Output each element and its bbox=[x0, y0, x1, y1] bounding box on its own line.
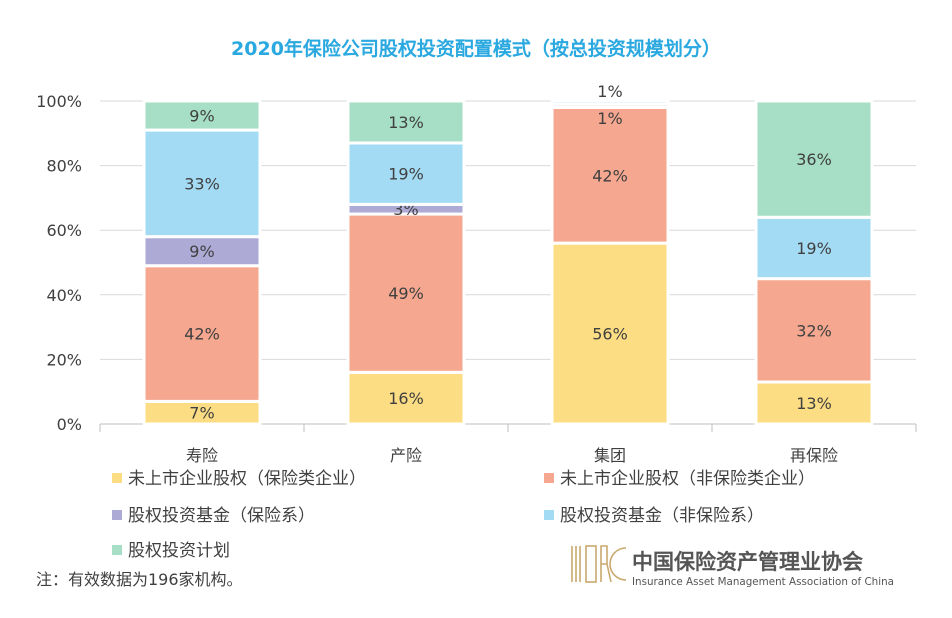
y-tick-label: 80% bbox=[46, 157, 82, 176]
data-label: 33% bbox=[184, 174, 220, 193]
bar-segment bbox=[142, 128, 262, 239]
association-name-cn: 中国保险资产管理业协会 bbox=[632, 550, 863, 574]
bar-segment bbox=[754, 215, 874, 281]
data-label: 36% bbox=[796, 150, 832, 169]
data-label: 9% bbox=[189, 242, 214, 261]
category-label: 再保险 bbox=[790, 446, 838, 465]
legend-swatch bbox=[112, 545, 122, 555]
y-tick-label: 40% bbox=[46, 286, 82, 305]
bar-segment bbox=[550, 99, 670, 106]
category-label: 寿险 bbox=[186, 446, 218, 465]
legend-swatch bbox=[112, 473, 122, 483]
legend-label: 未上市企业股权（非保险类企业） bbox=[560, 469, 815, 489]
legend-swatch bbox=[112, 510, 122, 520]
bar-segment bbox=[142, 235, 262, 268]
legend-swatch bbox=[544, 510, 554, 520]
bar-segment bbox=[346, 141, 466, 206]
bar-segment bbox=[754, 277, 874, 384]
legend-label: 未上市企业股权（保险类企业） bbox=[128, 469, 366, 489]
y-tick-label: 0% bbox=[57, 415, 82, 434]
association-name-en: Insurance Asset Management Association o… bbox=[632, 576, 894, 588]
association-emblem-icon bbox=[571, 545, 627, 583]
y-tick-label: 20% bbox=[46, 350, 82, 369]
category-label: 产险 bbox=[390, 446, 422, 465]
association-logo: 中国保险资产管理业协会 Insurance Asset Management A… bbox=[571, 545, 894, 588]
legend: 未上市企业股权（保险类企业） 未上市企业股权（非保险类企业） 股权投资基金（保险系）… bbox=[112, 469, 815, 561]
data-label: 1% bbox=[597, 82, 622, 101]
data-label: 42% bbox=[592, 166, 628, 185]
bar-segment bbox=[142, 99, 262, 132]
data-label: 32% bbox=[796, 321, 832, 340]
y-axis-ticks: 0% 20% 40% 60% 80% 100% bbox=[36, 92, 82, 434]
data-label: 9% bbox=[189, 107, 214, 126]
legend-swatch bbox=[544, 473, 554, 483]
data-label: 19% bbox=[796, 239, 832, 258]
bars: 7%42%9%33%9%16%49%3%19%13%56%42%1%1%13%3… bbox=[142, 82, 874, 426]
data-label: 19% bbox=[388, 165, 424, 184]
data-label: 49% bbox=[388, 284, 424, 303]
data-label: 13% bbox=[388, 113, 424, 132]
data-label: 1% bbox=[597, 109, 622, 128]
bar-segment bbox=[754, 380, 874, 426]
chart-title: 2020年保险公司股权投资配置模式（按总投资规模划分） bbox=[231, 37, 721, 60]
legend-label: 股权投资基金（保险系） bbox=[128, 506, 315, 526]
data-label: 16% bbox=[388, 389, 424, 408]
data-label: 13% bbox=[796, 394, 832, 413]
bar-segment bbox=[754, 99, 874, 219]
data-label: 56% bbox=[592, 325, 628, 344]
bar-segment bbox=[346, 212, 466, 374]
data-label: 42% bbox=[184, 325, 220, 344]
bar-segment bbox=[142, 264, 262, 403]
bar-segment bbox=[346, 99, 466, 145]
footnote: 注：有效数据为196家机构。 bbox=[36, 570, 243, 589]
legend-label: 股权投资基金（非保险系） bbox=[560, 506, 764, 526]
data-label: 7% bbox=[189, 404, 214, 423]
category-label: 集团 bbox=[594, 446, 626, 465]
y-tick-label: 60% bbox=[46, 221, 82, 240]
legend-label: 股权投资计划 bbox=[128, 541, 230, 561]
bar-segment bbox=[550, 241, 670, 426]
y-tick-label: 100% bbox=[36, 92, 82, 111]
bar-segment bbox=[346, 370, 466, 426]
x-axis-categories: 寿险 产险 集团 再保险 bbox=[186, 446, 838, 465]
